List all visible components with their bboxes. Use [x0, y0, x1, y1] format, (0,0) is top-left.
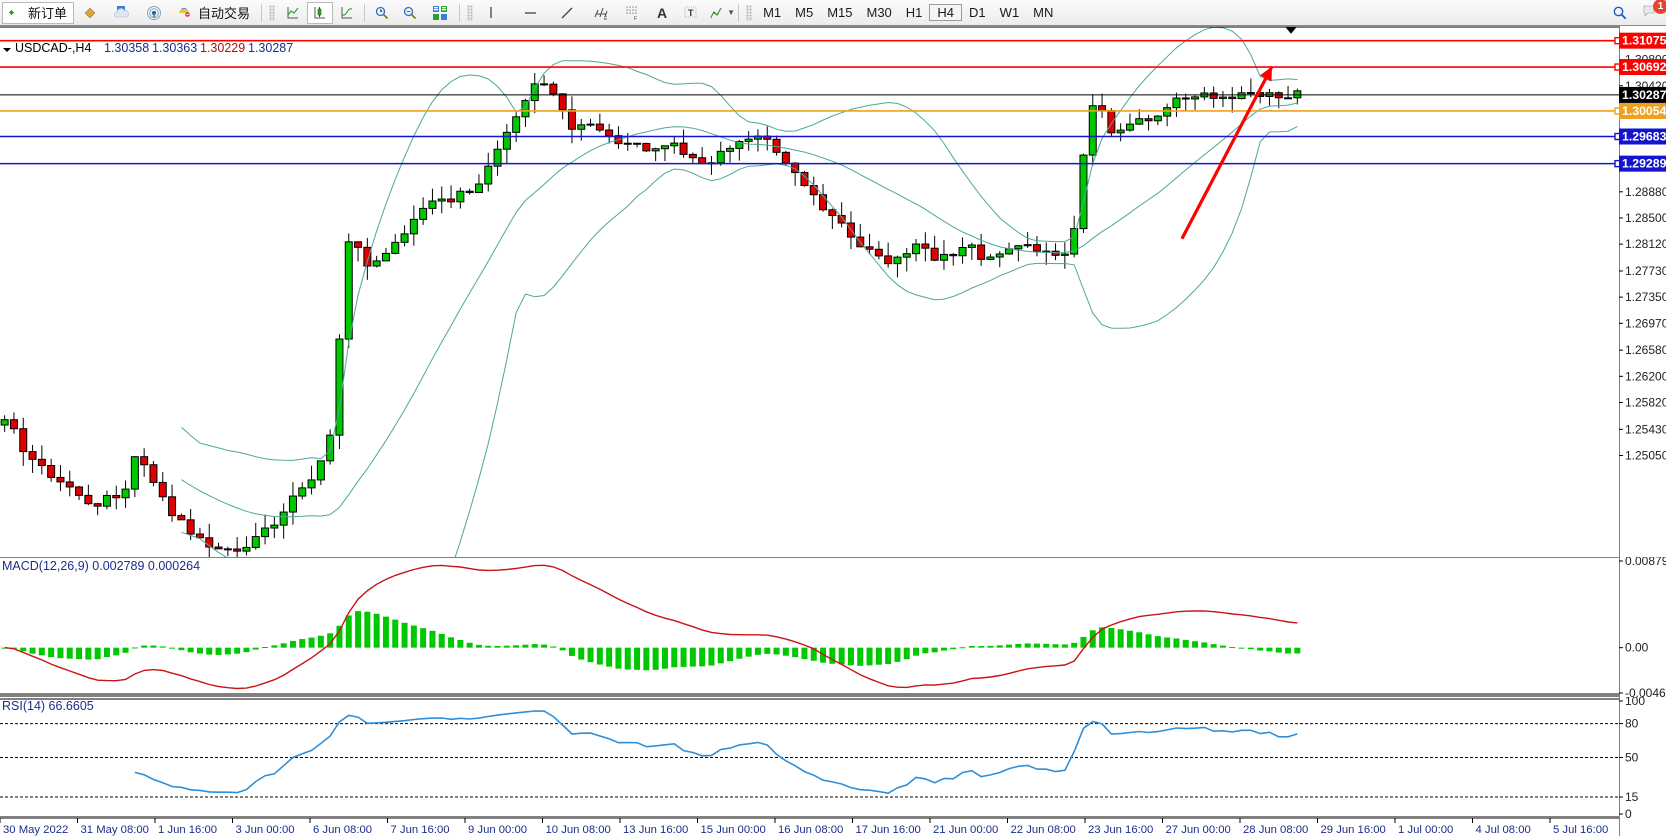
- svg-text:5 Jul 16:00: 5 Jul 16:00: [1553, 824, 1608, 836]
- svg-text:4 Jul 08:00: 4 Jul 08:00: [1476, 824, 1531, 836]
- svg-text:1.27730: 1.27730: [1625, 264, 1666, 278]
- svg-text:15: 15: [1625, 790, 1639, 804]
- svg-text:7 Jun 16:00: 7 Jun 16:00: [391, 824, 450, 836]
- svg-text:F: F: [634, 16, 637, 21]
- svg-text:1.29683: 1.29683: [1622, 130, 1666, 144]
- svg-text:50: 50: [1625, 751, 1639, 765]
- svg-text:1.26580: 1.26580: [1625, 343, 1666, 357]
- svg-text:1.30363: 1.30363: [152, 41, 197, 55]
- svg-text:23 Jun 16:00: 23 Jun 16:00: [1088, 824, 1153, 836]
- svg-text:100: 100: [1625, 697, 1645, 708]
- svg-text:1.26970: 1.26970: [1625, 316, 1666, 330]
- svg-text:10 Jun 08:00: 10 Jun 08:00: [546, 824, 611, 836]
- svg-text:1.28880: 1.28880: [1625, 185, 1666, 199]
- svg-text:E: E: [604, 16, 608, 21]
- svg-text:1.27350: 1.27350: [1625, 290, 1666, 304]
- svg-text:17 Jun 16:00: 17 Jun 16:00: [856, 824, 921, 836]
- svg-text:28 Jun 08:00: 28 Jun 08:00: [1243, 824, 1308, 836]
- svg-text:31 May 08:00: 31 May 08:00: [81, 824, 149, 836]
- svg-text:1.30287: 1.30287: [1622, 88, 1666, 102]
- svg-text:0.008791: 0.008791: [1625, 557, 1666, 568]
- svg-text:1 Jul 00:00: 1 Jul 00:00: [1398, 824, 1453, 836]
- svg-text:29 Jun 16:00: 29 Jun 16:00: [1321, 824, 1386, 836]
- svg-text:15 Jun 00:00: 15 Jun 00:00: [701, 824, 766, 836]
- svg-text:27 Jun 00:00: 27 Jun 00:00: [1166, 824, 1231, 836]
- svg-text:13 Jun 16:00: 13 Jun 16:00: [623, 824, 688, 836]
- svg-text:MACD(12,26,9) 0.002789 0.00026: MACD(12,26,9) 0.002789 0.000264: [2, 559, 200, 573]
- svg-text:1.30692: 1.30692: [1622, 60, 1666, 74]
- svg-text:1.28120: 1.28120: [1625, 237, 1666, 251]
- svg-text:1.30229: 1.30229: [200, 41, 245, 55]
- svg-text:16 Jun 08:00: 16 Jun 08:00: [778, 824, 843, 836]
- svg-text:80: 80: [1625, 717, 1639, 731]
- svg-text:0: 0: [1625, 807, 1632, 818]
- svg-text:USDCAD-,H4: USDCAD-,H4: [15, 41, 91, 55]
- svg-text:-0.004601: -0.004601: [1625, 686, 1666, 697]
- svg-text:1.25430: 1.25430: [1625, 422, 1666, 436]
- svg-text:0.00: 0.00: [1625, 641, 1649, 655]
- svg-text:30 May 2022: 30 May 2022: [3, 824, 68, 836]
- svg-text:1.30054: 1.30054: [1622, 104, 1666, 118]
- svg-text:1.31075: 1.31075: [1622, 34, 1666, 48]
- svg-text:3 Jun 00:00: 3 Jun 00:00: [236, 824, 295, 836]
- svg-text:6 Jun 08:00: 6 Jun 08:00: [313, 824, 372, 836]
- svg-text:1 Jun 16:00: 1 Jun 16:00: [158, 824, 217, 836]
- svg-text:1.28500: 1.28500: [1625, 211, 1666, 225]
- svg-text:21 Jun 00:00: 21 Jun 00:00: [933, 824, 998, 836]
- svg-text:1.30287: 1.30287: [248, 41, 293, 55]
- svg-text:1.25820: 1.25820: [1625, 395, 1666, 409]
- svg-text:RSI(14) 66.6605: RSI(14) 66.6605: [2, 699, 94, 713]
- svg-text:22 Jun 08:00: 22 Jun 08:00: [1011, 824, 1076, 836]
- svg-text:9 Jun 00:00: 9 Jun 00:00: [468, 824, 527, 836]
- svg-text:1.29289: 1.29289: [1622, 157, 1666, 171]
- svg-text:1.25050: 1.25050: [1625, 449, 1666, 463]
- svg-text:1.30358: 1.30358: [104, 41, 149, 55]
- svg-text:1.26200: 1.26200: [1625, 369, 1666, 383]
- svg-text:T: T: [688, 8, 694, 18]
